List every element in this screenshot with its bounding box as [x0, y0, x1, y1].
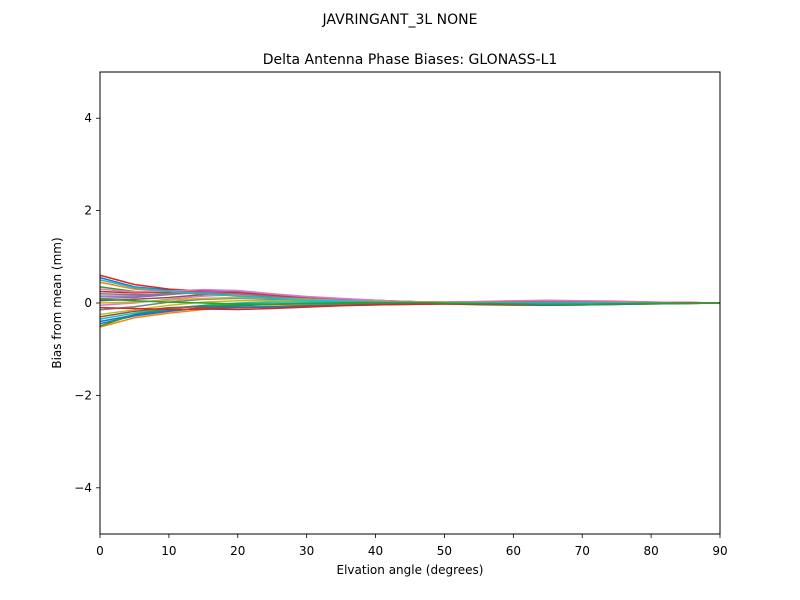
x-tick-label: 90	[712, 544, 727, 558]
y-tick-label: 0	[84, 296, 92, 310]
x-tick-label: 0	[96, 544, 104, 558]
y-axis-label: Bias from mean (mm)	[50, 237, 64, 368]
x-axis: 0 10 20 30 40 50 60 70 80 90	[96, 534, 728, 558]
y-tick-label: −2	[74, 388, 92, 402]
x-tick-label: 30	[299, 544, 314, 558]
figure-suptitle: JAVRINGANT_3L NONE	[322, 12, 478, 28]
chart-title: Delta Antenna Phase Biases: GLONASS-L1	[263, 52, 558, 68]
x-tick-label: 20	[230, 544, 245, 558]
x-tick-label: 60	[506, 544, 521, 558]
y-axis: −4 −2 0 2 4	[74, 111, 100, 495]
x-tick-label: 70	[575, 544, 590, 558]
x-tick-label: 80	[643, 544, 658, 558]
series-line-23	[99, 298, 721, 306]
x-tick-label: 10	[161, 544, 176, 558]
x-axis-label: Elvation angle (degrees)	[337, 563, 484, 577]
y-tick-label: 2	[84, 204, 92, 218]
x-tick-label: 50	[437, 544, 452, 558]
y-tick-label: −4	[74, 481, 92, 495]
series-layer	[99, 274, 721, 328]
x-tick-label: 40	[368, 544, 383, 558]
y-tick-label: 4	[84, 111, 92, 125]
